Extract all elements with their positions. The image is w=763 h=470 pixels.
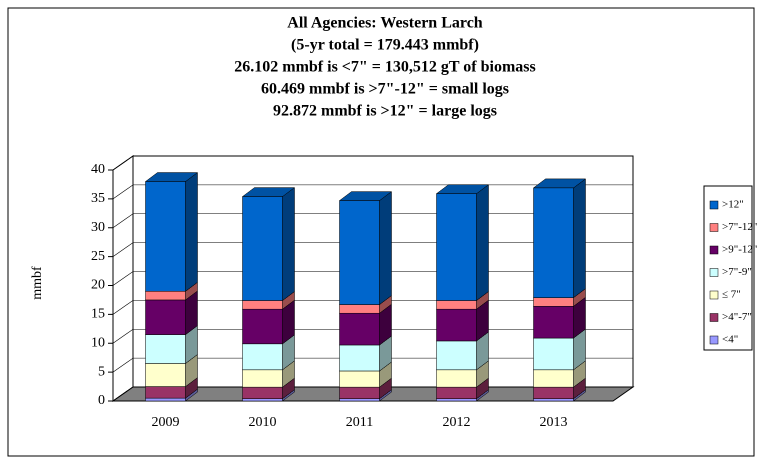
bar: [242, 398, 283, 402]
legend-swatch: [709, 200, 719, 210]
x-tick-label: 2009: [152, 415, 180, 430]
bar: [339, 312, 380, 346]
bar-side: [379, 191, 392, 306]
legend-label: >7"-12": [722, 221, 757, 233]
bar: [533, 187, 574, 298]
bar: [533, 386, 574, 399]
bar: [533, 398, 574, 402]
x-tick-label: 2011: [346, 415, 373, 430]
y-tick-label: 15: [91, 307, 105, 322]
bar: [242, 386, 283, 399]
bar: [436, 300, 477, 310]
legend-swatch: [709, 290, 719, 300]
bar: [145, 299, 186, 335]
bar: [242, 369, 283, 388]
bar: [436, 398, 477, 402]
chart-title: All Agencies: Western Larch: [287, 15, 482, 32]
x-tick-label: 2010: [249, 415, 277, 430]
bar: [145, 397, 186, 402]
legend-label: >4"-7": [722, 311, 752, 323]
grid-line: [112, 155, 633, 171]
legend-swatch: [709, 313, 719, 322]
bar: [242, 343, 283, 371]
y-tick-label: 20: [91, 278, 105, 293]
bar: [339, 370, 380, 388]
y-tick-label: 30: [91, 220, 105, 235]
bar-side: [476, 184, 489, 302]
chart-title: 26.102 mmbf is <7" = 130,512 gT of bioma…: [234, 59, 536, 76]
y-tick-label: 40: [91, 162, 105, 177]
y-tick-label: 5: [98, 364, 105, 379]
y-tick-label: 25: [91, 249, 105, 264]
bar: [436, 193, 477, 301]
y-tick-label: 35: [91, 191, 105, 206]
legend-label: >9"-12": [722, 244, 757, 256]
bar: [145, 386, 186, 399]
legend-swatch: [709, 245, 719, 255]
bar: [436, 369, 477, 388]
bar: [436, 308, 477, 342]
bar: [339, 344, 380, 372]
bar-side: [282, 187, 295, 302]
chart-title: 92.872 mmbf is >12" = large logs: [273, 103, 497, 120]
y-axis-label: mmbf: [30, 266, 45, 300]
y-tick-label: 0: [98, 393, 105, 408]
legend-swatch: [709, 268, 719, 277]
bar: [533, 337, 574, 371]
chart-title: (5-yr total = 179.443 mmbf): [291, 37, 479, 54]
bar: [533, 369, 574, 388]
x-tick-label: 2013: [540, 415, 568, 430]
bar: [145, 181, 186, 292]
legend-swatch: [709, 335, 719, 345]
x-tick-label: 2012: [443, 415, 471, 430]
bar: [145, 291, 186, 301]
bar-side: [185, 172, 198, 292]
legend-box: [703, 185, 753, 351]
legend-label: >7"-9": [722, 266, 752, 278]
bar-side: [573, 178, 586, 299]
bar: [339, 398, 380, 402]
bar: [339, 200, 380, 305]
legend-label: >12": [722, 199, 744, 211]
bar: [339, 304, 380, 314]
legend-swatch: [709, 223, 719, 232]
bar: [242, 300, 283, 310]
legend-label: ≤ 7": [722, 289, 741, 301]
bar: [145, 363, 186, 387]
bar: [436, 386, 477, 399]
bar: [436, 340, 477, 371]
bar: [533, 306, 574, 339]
bar: [533, 297, 574, 307]
bar: [145, 334, 186, 364]
bar: [339, 386, 380, 399]
bar: [242, 196, 283, 301]
legend-label: <4": [722, 334, 738, 346]
y-tick-label: 10: [91, 335, 105, 350]
bar: [242, 308, 283, 345]
chart-title: 60.469 mmbf is >7"-12" = small logs: [261, 81, 509, 98]
